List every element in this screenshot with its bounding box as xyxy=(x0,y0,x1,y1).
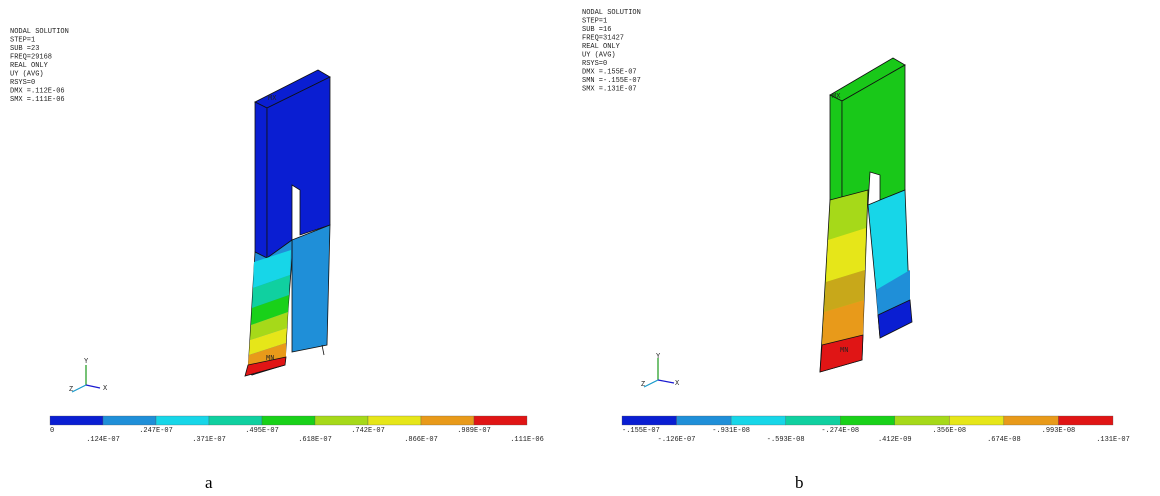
model-b xyxy=(820,58,912,372)
axis-label: Y xyxy=(84,358,89,366)
marker-label: MN xyxy=(266,355,274,363)
legend-label: -.126E-07 xyxy=(658,436,696,444)
info-line: DMX =.112E-06 xyxy=(10,88,65,96)
info-line: SMX =.131E-07 xyxy=(582,86,637,94)
legend-label: 0 xyxy=(50,427,54,435)
legend-swatch xyxy=(840,416,895,425)
legend-swatch xyxy=(622,416,677,425)
legend-label: -.593E-08 xyxy=(767,436,805,444)
marker-label: MX xyxy=(268,95,277,103)
legend-label: .989E-07 xyxy=(457,427,491,435)
info-line: RSYS=0 xyxy=(10,79,35,87)
legend-label: .674E-08 xyxy=(987,436,1021,444)
legend-swatch xyxy=(315,416,368,425)
legend-label: .412E-09 xyxy=(878,436,912,444)
axis-label: X xyxy=(675,380,680,388)
info-line: DMX =.155E-07 xyxy=(582,69,637,77)
legend-swatch xyxy=(474,416,527,425)
axis-label: Y xyxy=(656,353,661,361)
axis-label: Z xyxy=(641,381,645,389)
legend-label: -.274E-08 xyxy=(821,427,859,435)
legend-label: .866E-07 xyxy=(404,436,438,444)
page: NODAL SOLUTIONSTEP=1SUB =23FREQ=29168REA… xyxy=(0,0,1160,496)
legend-swatch xyxy=(209,416,262,425)
info-line: UY (AVG) xyxy=(10,71,44,79)
legend-swatch xyxy=(421,416,474,425)
legend-swatch xyxy=(786,416,841,425)
caption: a xyxy=(205,473,213,491)
info-line: SUB =23 xyxy=(10,45,39,53)
legend-swatch xyxy=(50,416,103,425)
info-line: STEP=1 xyxy=(10,37,35,45)
legend-label: .111E-06 xyxy=(510,436,544,444)
legend-swatch xyxy=(895,416,950,425)
legend-label: .371E-07 xyxy=(192,436,226,444)
legend-swatch xyxy=(731,416,786,425)
axis-label: X xyxy=(103,385,108,393)
legend-swatch xyxy=(949,416,1004,425)
legend-label: .618E-07 xyxy=(298,436,332,444)
info-line: NODAL SOLUTION xyxy=(582,9,641,17)
axis-label: Z xyxy=(69,386,73,394)
legend-swatch xyxy=(156,416,209,425)
legend-swatch xyxy=(103,416,156,425)
info-line: NODAL SOLUTION xyxy=(10,28,69,36)
legend-label: -.155E-07 xyxy=(622,427,660,435)
info-line: SMX =.111E-06 xyxy=(10,96,65,104)
legend-swatch xyxy=(1058,416,1113,425)
legend-label: -.931E-08 xyxy=(712,427,750,435)
legend-label: .993E-08 xyxy=(1042,427,1076,435)
info-line: REAL ONLY xyxy=(10,62,49,70)
legend-label: .247E-07 xyxy=(139,427,173,435)
marker-label: MN xyxy=(840,347,848,355)
legend-swatch xyxy=(1004,416,1059,425)
caption: b xyxy=(795,473,804,491)
marker-label: MX xyxy=(832,93,841,101)
info-line: FREQ=29168 xyxy=(10,54,52,62)
triad xyxy=(72,358,674,392)
info-line: FREQ=31427 xyxy=(582,35,624,43)
model-a xyxy=(245,70,330,376)
info-line: STEP=1 xyxy=(582,18,607,26)
legend-label: .131E-07 xyxy=(1096,436,1130,444)
info-line: RSYS=0 xyxy=(582,60,607,68)
legend-swatch xyxy=(677,416,732,425)
legend-label: .495E-07 xyxy=(245,427,279,435)
info-line: SUB =16 xyxy=(582,26,611,34)
legend-label: .124E-07 xyxy=(86,436,120,444)
info-line: SMN =-.155E-07 xyxy=(582,77,641,85)
legend-label: .742E-07 xyxy=(351,427,385,435)
legend-label: .356E-08 xyxy=(933,427,967,435)
figure: NODAL SOLUTIONSTEP=1SUB =23FREQ=29168REA… xyxy=(0,0,1160,491)
legend-swatch xyxy=(368,416,421,425)
legend-swatch xyxy=(262,416,315,425)
info-line: REAL ONLY xyxy=(582,43,621,51)
info-line: UY (AVG) xyxy=(582,52,616,60)
